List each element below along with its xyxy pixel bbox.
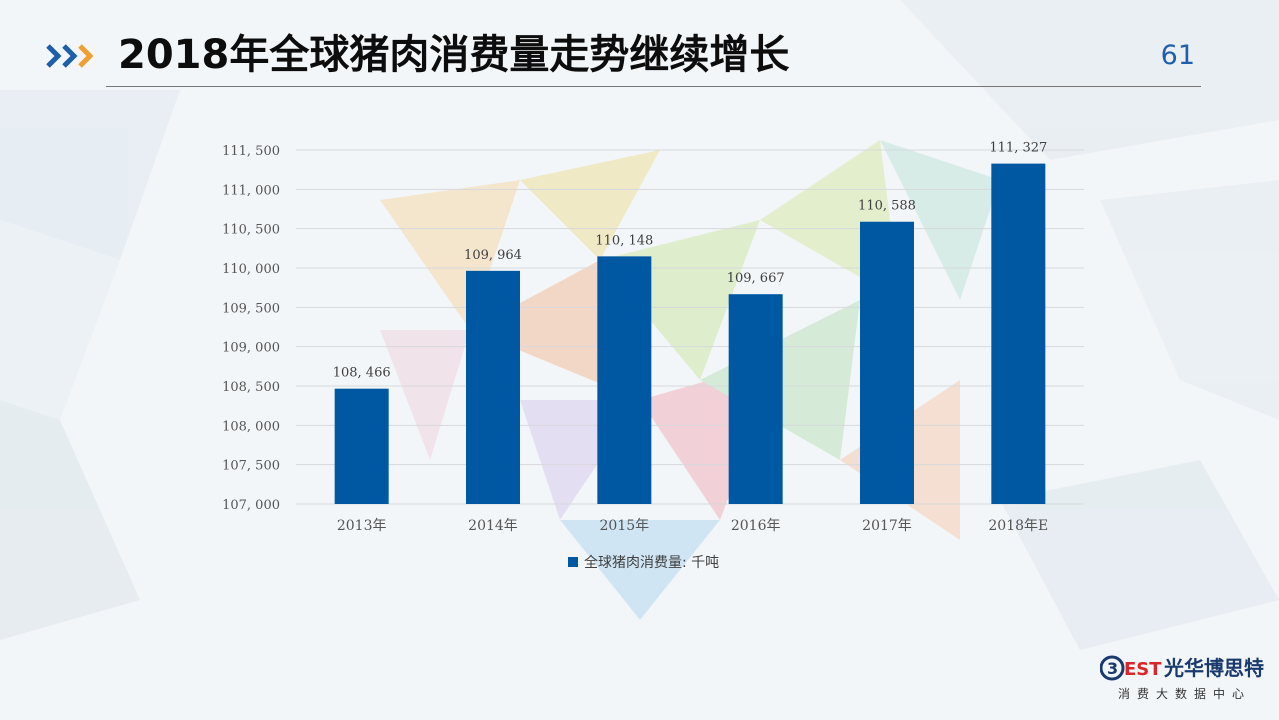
bar — [597, 256, 652, 504]
logo-name: 光华博思特 — [1164, 656, 1264, 680]
data-label: 110, 148 — [595, 233, 653, 248]
y-tick-label: 108, 500 — [222, 380, 280, 395]
page-number: 61 — [1160, 40, 1195, 71]
y-tick-label: 107, 500 — [222, 459, 280, 474]
legend-swatch — [568, 557, 578, 567]
x-tick-label: 2015年 — [600, 518, 650, 534]
bar-chart: 107, 000 107, 500 108, 000 108, 500 109, 000… — [222, 141, 1084, 534]
svg-text:3: 3 — [1107, 659, 1118, 678]
bar — [860, 221, 914, 504]
data-label: 111, 327 — [989, 141, 1047, 156]
y-tick-label: 111, 000 — [222, 183, 280, 198]
bar — [334, 388, 389, 504]
bar — [991, 163, 1046, 505]
data-label: 109, 667 — [727, 271, 785, 286]
y-tick-label: 110, 000 — [222, 262, 280, 277]
y-tick-label: 107, 000 — [222, 498, 280, 513]
bar — [466, 270, 520, 504]
y-tick-label: 109, 500 — [222, 301, 280, 316]
data-label: 109, 964 — [464, 248, 522, 263]
svg-text:EST: EST — [1124, 659, 1162, 680]
triple-chevron-icon — [46, 44, 94, 68]
logo-subtitle: 消费大数据中心 — [1118, 687, 1252, 701]
y-tick-label: 108, 000 — [222, 419, 280, 434]
title-divider — [106, 86, 1201, 87]
legend-label: 全球猪肉消费量: 千吨 — [584, 555, 720, 571]
x-tick-label: 2017年 — [862, 518, 912, 534]
slide-header: 2018年全球猪肉消费量走势继续增长 61 — [0, 0, 1279, 92]
chart-legend: 全球猪肉消费量: 千吨 — [568, 552, 719, 572]
logo-mark: 3 EST — [1100, 655, 1162, 681]
x-tick-label: 2018年E — [988, 518, 1048, 534]
brand-logo: 3 EST 光华博思特 消费大数据中心 — [1100, 652, 1270, 708]
bar — [728, 294, 783, 504]
y-tick-label: 110, 500 — [222, 223, 280, 238]
y-tick-label: 109, 000 — [222, 341, 280, 356]
data-label: 108, 466 — [333, 366, 391, 381]
x-tick-label: 2014年 — [468, 518, 518, 534]
x-tick-label: 2016年 — [731, 518, 781, 534]
y-tick-label: 111, 500 — [222, 144, 280, 159]
data-label: 110, 588 — [858, 199, 916, 214]
x-tick-label: 2013年 — [337, 518, 387, 534]
slide-title: 2018年全球猪肉消费量走势继续增长 — [118, 32, 790, 78]
